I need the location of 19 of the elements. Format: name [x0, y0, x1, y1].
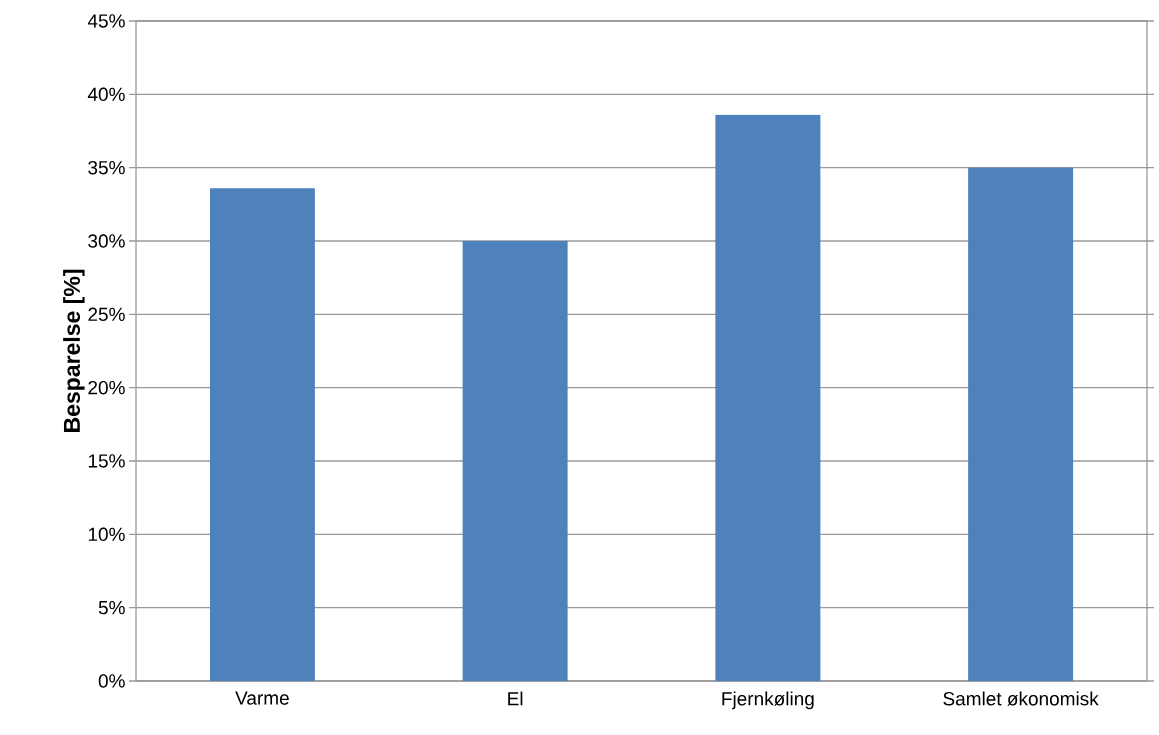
y-tick-label: 5%	[98, 600, 125, 615]
y-tick-label: 30%	[88, 234, 125, 248]
x-tick-label: Fjernkøling	[722, 691, 814, 710]
y-tick-label: 35%	[88, 160, 125, 175]
bar	[462, 240, 568, 681]
x-tick-label: El	[508, 691, 523, 706]
bar	[209, 188, 315, 681]
y-tick-label: 40%	[87, 87, 125, 102]
y-tick-label: 25%	[88, 307, 125, 322]
y-tick-label: 15%	[88, 454, 125, 468]
y-tick-label: 0%	[98, 674, 125, 688]
y-tick-label: 10%	[88, 527, 125, 542]
x-tick-label: Varme	[235, 691, 289, 705]
x-tick-label: Samlet økonomisk	[943, 691, 1099, 706]
y-tick-label: 20%	[88, 380, 125, 395]
bar	[968, 167, 1074, 681]
bar	[715, 114, 821, 681]
y-axis-title: Besparelse [%]	[63, 269, 85, 432]
y-tick-label: 45%	[87, 14, 125, 28]
